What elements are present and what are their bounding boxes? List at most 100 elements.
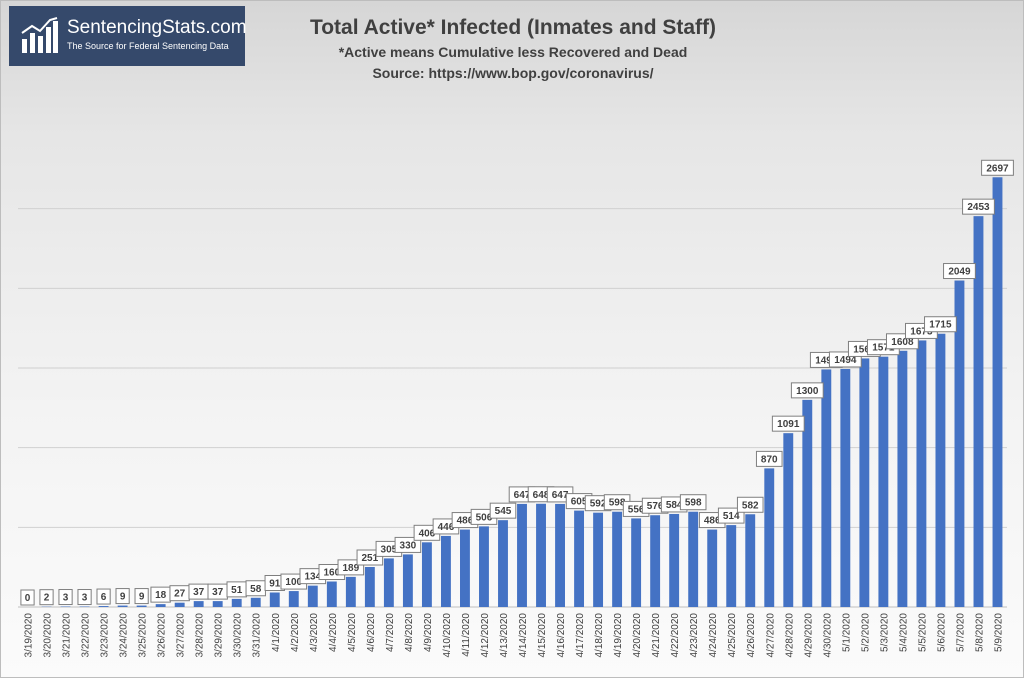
data-label-4/8/2020: 330 — [394, 536, 422, 553]
data-label-4/29/2020: 1300 — [790, 382, 824, 399]
bar-4/22/2020 — [669, 513, 680, 607]
data-label-text: 1300 — [796, 386, 819, 397]
data-label-text: 1571 — [872, 343, 895, 354]
bar-4/20/2020 — [631, 518, 642, 607]
bar-3/26/2020 — [155, 604, 166, 607]
data-label-box — [489, 502, 517, 519]
data-label-text: 2453 — [967, 202, 990, 213]
bar-5/3/2020 — [878, 356, 889, 607]
x-tick-label: 4/2/2020 — [290, 613, 301, 652]
x-tick-label: 3/28/2020 — [195, 613, 206, 658]
bar-3/24/2020 — [117, 605, 128, 607]
data-label-box — [679, 494, 707, 511]
x-tick-label: 5/2/2020 — [860, 613, 871, 652]
x-tick-label: 4/19/2020 — [613, 613, 624, 658]
data-label-4/23/2020: 598 — [679, 494, 707, 511]
data-label-text: 134 — [304, 572, 321, 583]
data-label-3/27/2020: 27 — [169, 585, 190, 602]
data-label-box — [924, 316, 957, 333]
gridlines — [18, 208, 1007, 608]
data-label-box — [394, 536, 422, 553]
bar-4/5/2020 — [345, 576, 356, 607]
data-label-text: 584 — [666, 500, 683, 511]
bar-4/4/2020 — [326, 581, 337, 607]
x-tick-label: 4/5/2020 — [347, 613, 358, 652]
x-tick-labels: 3/19/2020 3/20/2020 3/21/2020 3/22/2020 3/23… — [24, 613, 1005, 658]
bars — [41, 177, 1003, 607]
data-label-5/7/2020: 2049 — [943, 263, 976, 280]
x-tick-label: 4/4/2020 — [328, 613, 339, 652]
bar-3/23/2020 — [98, 606, 109, 607]
data-label-text: 1715 — [929, 320, 952, 331]
data-label-text: 1491 — [815, 355, 838, 366]
data-label-text: 9 — [139, 592, 145, 603]
data-label-text: 27 — [174, 589, 186, 600]
x-tick-label: 4/8/2020 — [404, 613, 415, 652]
chart-subtitle: *Active means Cumulative less Recovered … — [338, 44, 688, 60]
data-label-text: 648 — [533, 490, 550, 501]
logo-tagline: The Source for Federal Sentencing Data — [67, 41, 229, 51]
data-label-text: 406 — [419, 528, 436, 539]
chart-source: Source: https://www.bop.gov/coronavirus/ — [372, 65, 654, 81]
data-label-4/13/2020: 545 — [489, 502, 517, 519]
data-label-text: 870 — [761, 454, 778, 465]
data-label-3/21/2020: 3 — [58, 589, 73, 606]
data-label-text: 545 — [495, 506, 512, 517]
bar-4/17/2020 — [574, 510, 585, 607]
bar-3/27/2020 — [174, 602, 185, 607]
data-label-3/22/2020: 3 — [77, 589, 92, 606]
x-tick-label: 4/22/2020 — [670, 613, 681, 658]
data-label-text: 556 — [628, 504, 645, 515]
data-label-box — [134, 588, 149, 605]
data-label-box — [962, 198, 995, 215]
data-label-3/19/2020: 0 — [20, 589, 35, 606]
bar-4/13/2020 — [498, 520, 508, 607]
data-label-text: 189 — [342, 563, 359, 574]
data-label-box — [790, 382, 824, 399]
x-tick-label: 4/9/2020 — [423, 613, 434, 652]
data-label-text: 37 — [193, 587, 205, 598]
data-label-text: 2697 — [986, 163, 1009, 174]
data-label-text: 446 — [438, 522, 455, 533]
x-tick-label: 5/4/2020 — [898, 613, 909, 652]
bar-3/29/2020 — [212, 601, 223, 607]
data-label-box — [77, 589, 92, 606]
bar-4/25/2020 — [726, 525, 737, 607]
bar-4/7/2020 — [383, 558, 394, 607]
data-label-text: 6 — [101, 592, 107, 603]
data-label-text: 251 — [362, 553, 379, 564]
bar-4/28/2020 — [783, 433, 794, 607]
data-label-3/23/2020: 6 — [96, 588, 111, 605]
data-label-text: 1560 — [853, 344, 876, 355]
bar-4/30/2020 — [821, 369, 832, 607]
data-label-3/26/2020: 18 — [150, 586, 171, 603]
data-label-box — [736, 496, 764, 513]
data-label-text: 51 — [231, 585, 243, 596]
data-label-text: 598 — [609, 498, 626, 509]
bar-4/2/2020 — [288, 591, 299, 607]
data-label-text: 1091 — [777, 419, 800, 430]
x-tick-label: 4/17/2020 — [575, 613, 586, 658]
data-label-4/28/2020: 1091 — [771, 415, 805, 432]
data-label-text: 1608 — [891, 337, 914, 348]
x-tick-label: 4/30/2020 — [822, 613, 833, 658]
bar-4/18/2020 — [593, 512, 604, 607]
bar-4/15/2020 — [536, 503, 546, 607]
x-tick-label: 4/12/2020 — [480, 613, 491, 658]
data-label-box — [39, 589, 54, 606]
bar-4/12/2020 — [479, 526, 489, 607]
data-label-text: 3 — [82, 593, 88, 604]
data-label-box — [115, 588, 130, 605]
x-tick-label: 3/31/2020 — [252, 613, 263, 658]
x-tick-label: 4/25/2020 — [727, 613, 738, 658]
x-tick-label: 3/22/2020 — [81, 613, 92, 658]
x-tick-label: 5/7/2020 — [955, 613, 966, 652]
data-label-5/6/2020: 1715 — [924, 316, 957, 333]
data-label-3/30/2020: 51 — [226, 581, 247, 598]
data-label-text: 647 — [552, 490, 569, 501]
data-label-text: 592 — [590, 499, 607, 510]
data-label-text: 58 — [250, 584, 262, 595]
bar-4/23/2020 — [688, 511, 699, 607]
